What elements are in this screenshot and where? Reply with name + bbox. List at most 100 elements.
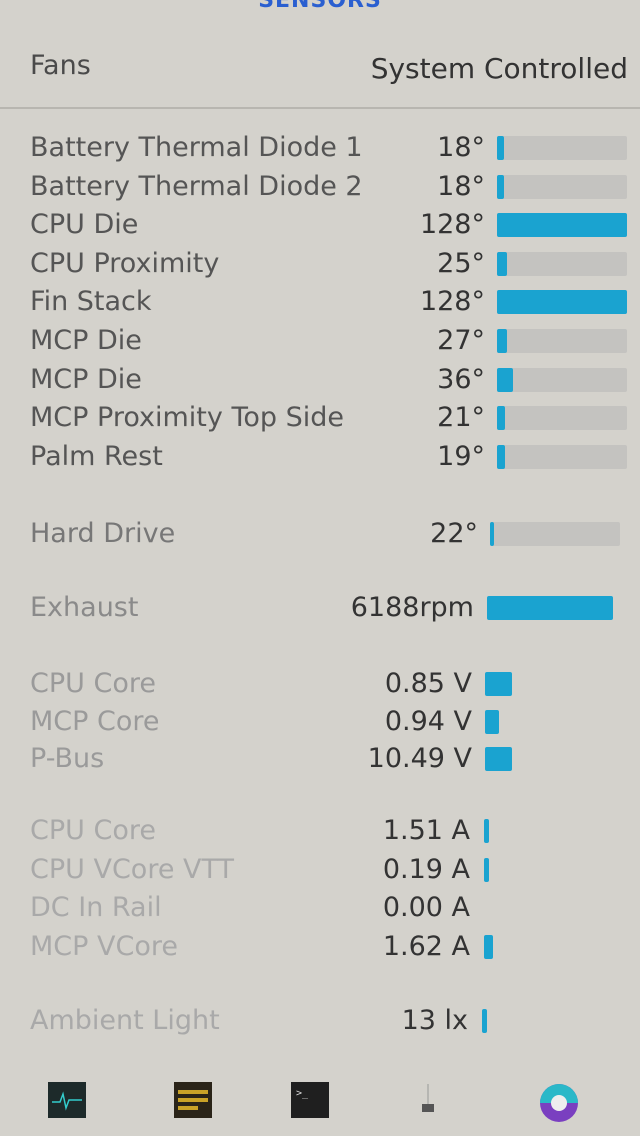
sensor-bar-fill — [497, 367, 513, 392]
sensor-bar — [484, 934, 574, 959]
sensor-bar — [485, 709, 575, 734]
sensor-value: 27° — [437, 325, 485, 356]
sensor-bar-fill — [485, 747, 512, 771]
sensor-bar-fill — [482, 1009, 487, 1033]
sensor-label: MCP Die — [30, 325, 142, 356]
sensor-row: Ambient Light 13 lx — [0, 1005, 640, 1041]
sensor-label: CPU Core — [30, 815, 156, 846]
sensor-row: Palm Rest 19° — [0, 441, 640, 477]
sensor-label: Fin Stack — [30, 286, 152, 318]
sensor-bar — [497, 290, 627, 315]
sensor-bar — [482, 1009, 572, 1033]
sensor-label: MCP VCore — [30, 930, 178, 962]
sensor-value: 1.62 A — [382, 930, 470, 962]
divider — [0, 107, 640, 109]
sensor-bar — [485, 747, 575, 771]
sensor-row: DC In Rail 0.00 A — [0, 892, 640, 928]
fans-mode[interactable]: System Controlled — [370, 52, 628, 85]
terminal-icon[interactable]: >_ — [291, 1082, 329, 1118]
sensor-value: 10.49 V — [367, 743, 472, 774]
sensor-row: MCP Die 36° — [0, 364, 640, 400]
sensor-value: 6188rpm — [350, 592, 474, 623]
sensor-label: Battery Thermal Diode 2 — [30, 170, 363, 202]
sensor-row: CPU Core 1.51 A — [0, 815, 640, 851]
sensor-row: Hard Drive 22° — [0, 518, 640, 554]
sensor-row: CPU Core 0.85 V — [0, 668, 640, 704]
sensor-label: MCP Die — [30, 363, 142, 395]
sensor-row: Battery Thermal Diode 2 18° — [0, 171, 640, 207]
sensor-bar-fill — [487, 596, 613, 620]
sensor-bar — [497, 367, 627, 392]
sensor-label: CPU VCore VTT — [30, 853, 235, 885]
sensor-value: 18° — [437, 170, 485, 202]
console-icon[interactable] — [174, 1082, 212, 1118]
sensor-value: 1.51 A — [382, 815, 470, 846]
sensor-bar — [497, 329, 627, 353]
sensor-row: CPU Die 128° — [0, 209, 640, 245]
sensor-label: Hard Drive — [30, 518, 176, 549]
sensor-bar-fill — [497, 444, 505, 469]
sensor-row: Battery Thermal Diode 1 18° — [0, 132, 640, 168]
sensor-label: MCP Core — [30, 705, 160, 737]
sensor-value: 18° — [437, 132, 485, 163]
sensor-bar-fill — [497, 329, 508, 353]
sensor-value: 0.94 V — [384, 705, 472, 737]
sensor-value: 128° — [419, 209, 485, 241]
sensor-row: MCP VCore 1.62 A — [0, 931, 640, 967]
sensor-row: P-Bus 10.49 V — [0, 743, 640, 779]
sensor-bar-fill — [497, 174, 504, 199]
sensor-bar — [487, 596, 613, 620]
sensor-value: 19° — [437, 440, 485, 472]
section-title: SENSORS — [258, 0, 382, 13]
sensor-bar-fill — [497, 213, 627, 238]
sensor-label: Ambient Light — [30, 1005, 220, 1036]
sensor-label: CPU Core — [30, 668, 156, 699]
sensor-label: Exhaust — [30, 592, 139, 623]
sensor-value: 0.85 V — [384, 668, 472, 699]
sensor-bar-fill — [484, 934, 493, 959]
sensor-bar — [484, 896, 574, 920]
utility-icon[interactable] — [418, 1082, 438, 1118]
sensor-label: CPU Proximity — [30, 247, 220, 279]
sensor-bar — [484, 857, 574, 882]
sensor-label: P-Bus — [30, 743, 105, 774]
sensor-bar — [497, 213, 627, 238]
sensor-bar-fill — [497, 290, 627, 315]
sensor-row: MCP Core 0.94 V — [0, 706, 640, 742]
sensor-bar-fill — [497, 406, 505, 431]
sensor-bar-fill — [497, 251, 508, 276]
sensor-row: CPU Proximity 25° — [0, 248, 640, 284]
sensor-bar — [497, 174, 627, 199]
sensor-label: CPU Die — [30, 209, 139, 241]
sensor-bar-fill — [485, 709, 499, 734]
sensor-bar-fill — [497, 136, 504, 160]
sensor-label: Battery Thermal Diode 1 — [30, 132, 363, 163]
sensor-label: MCP Proximity Top Side — [30, 402, 344, 434]
sensor-value: 128° — [419, 286, 485, 318]
sensor-value: 0.00 A — [382, 892, 470, 923]
sensor-value: 22° — [430, 518, 478, 549]
sensor-row: MCP Proximity Top Side 21° — [0, 402, 640, 438]
svg-text:>_: >_ — [296, 1088, 309, 1099]
sensor-bar — [497, 251, 627, 276]
sensor-bar — [497, 136, 627, 160]
activity-monitor-icon[interactable] — [48, 1082, 86, 1118]
sensor-row: MCP Die 27° — [0, 325, 640, 361]
color-app-icon[interactable] — [538, 1082, 580, 1124]
sensor-bar — [485, 672, 575, 696]
sensor-bar-fill — [484, 857, 489, 882]
sensor-row: Exhaust 6188rpm — [0, 592, 640, 628]
sensor-bar — [484, 819, 574, 843]
sensor-value: 13 lx — [401, 1005, 468, 1036]
sensor-label: Palm Rest — [30, 440, 163, 472]
sensor-value: 0.19 A — [382, 853, 470, 885]
sensor-value: 25° — [437, 247, 485, 279]
fans-label: Fans — [30, 50, 91, 81]
sensor-value: 36° — [437, 363, 485, 395]
sensor-bar-fill — [485, 672, 512, 696]
sensor-bar — [497, 406, 627, 431]
sensor-row: Fin Stack 128° — [0, 286, 640, 322]
sensor-bar — [497, 444, 627, 469]
sensor-bar-fill — [484, 819, 489, 843]
sensor-bar — [490, 522, 620, 546]
